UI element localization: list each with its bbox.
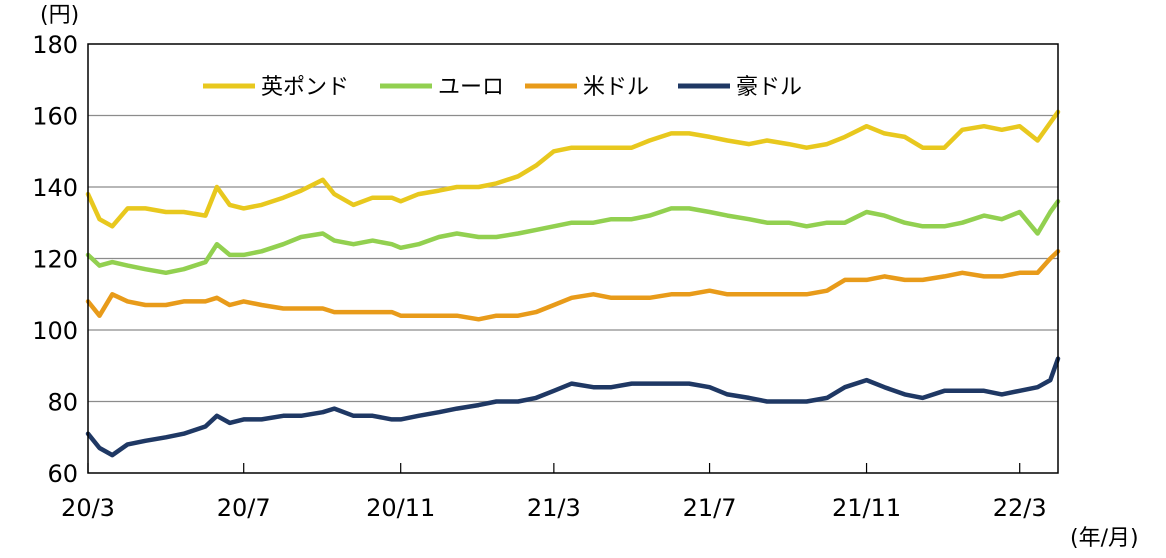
y-tick-label: 180 bbox=[32, 31, 78, 59]
x-tick-labels: 20/3 20/7 20/11 21/3 21/7 21/11 22/3 bbox=[61, 463, 1047, 522]
y-tick-label: 120 bbox=[32, 246, 78, 274]
x-tick-label: 20/3 bbox=[61, 494, 115, 522]
legend-label: 英ポンド bbox=[261, 75, 349, 100]
series-line-3 bbox=[85, 356, 1061, 458]
series-line-2 bbox=[85, 249, 1061, 322]
y-axis-unit: (円) bbox=[40, 3, 79, 28]
y-tick-label: 100 bbox=[32, 317, 78, 345]
series-line-0 bbox=[85, 109, 1061, 229]
x-tick-label: 21/3 bbox=[527, 494, 581, 522]
x-tick-label: 21/11 bbox=[832, 494, 901, 522]
y-tick-label: 60 bbox=[47, 460, 78, 488]
series-lines bbox=[85, 109, 1061, 458]
x-tick-label: 21/7 bbox=[683, 494, 737, 522]
legend-label: 豪ドル bbox=[736, 75, 802, 100]
legend: 英ポンド ユーロ 米ドル 豪ドル bbox=[203, 75, 802, 100]
y-tick-label: 160 bbox=[32, 103, 78, 131]
y-tick-label: 80 bbox=[47, 389, 78, 417]
plot-frame bbox=[87, 43, 1059, 474]
x-tick-label: 22/3 bbox=[993, 494, 1047, 522]
x-axis-unit: (年/月) bbox=[1070, 526, 1139, 551]
y-tick-labels: 60 80 100 120 140 160 180 bbox=[32, 31, 78, 488]
legend-label: 米ドル bbox=[583, 75, 649, 100]
x-tick-label: 20/7 bbox=[217, 494, 271, 522]
legend-label: ユーロ bbox=[438, 75, 504, 100]
y-tick-label: 140 bbox=[32, 174, 78, 202]
x-tick-label: 20/11 bbox=[366, 494, 435, 522]
series-line-1 bbox=[85, 199, 1061, 276]
gridlines bbox=[88, 114, 1058, 403]
